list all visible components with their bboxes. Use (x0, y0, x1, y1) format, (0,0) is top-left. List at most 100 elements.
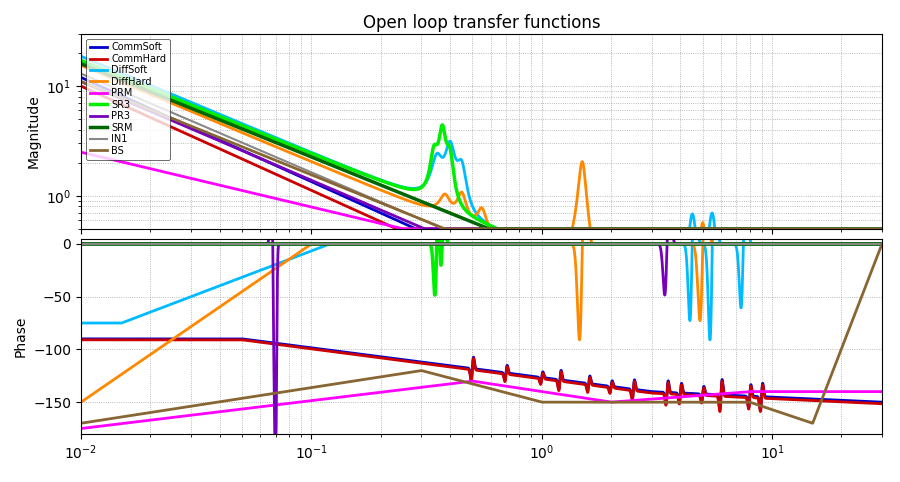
PR3 (597, 226, 608, 232)
CommSoft (76, 75, 86, 80)
CommHard (556, 226, 567, 232)
IN1 (76, 71, 86, 77)
Line: SR3: SR3 (81, 60, 882, 229)
CommHard (673, 226, 684, 232)
CommSoft (673, 226, 684, 232)
IN1 (877, 226, 887, 232)
BS (597, 226, 608, 232)
PR3 (673, 226, 684, 232)
Line: DiffHard: DiffHard (81, 65, 882, 229)
PR3 (382, 210, 392, 215)
PRM (398, 226, 409, 232)
PRM (673, 226, 684, 232)
IN1 (556, 226, 567, 232)
SRM (877, 226, 887, 232)
PR3 (877, 226, 887, 232)
DiffSoft (76, 54, 86, 59)
SRM (734, 226, 745, 232)
DiffHard (556, 226, 567, 232)
Legend: CommSoft, CommHard, DiffSoft, DiffHard, PRM, SR3, PR3, SRM, IN1, BS: CommSoft, CommHard, DiffSoft, DiffHard, … (86, 39, 170, 160)
PR3 (221, 141, 232, 147)
SR3 (221, 116, 232, 122)
CommHard (221, 149, 232, 155)
Title: Open loop transfer functions: Open loop transfer functions (363, 14, 600, 32)
DiffHard (734, 226, 745, 232)
SRM (673, 226, 684, 232)
CommSoft (734, 226, 745, 232)
Line: SRM: SRM (81, 64, 882, 229)
CommSoft (410, 226, 421, 232)
Line: DiffSoft: DiffSoft (81, 56, 882, 229)
SRM (382, 185, 392, 190)
DiffSoft (221, 114, 232, 120)
DiffSoft (556, 226, 567, 232)
SR3 (734, 226, 745, 232)
SRM (597, 226, 608, 232)
PR3 (734, 226, 745, 232)
DiffSoft (597, 226, 608, 232)
CommSoft (556, 226, 567, 232)
SRM (483, 226, 494, 232)
Y-axis label: Phase: Phase (14, 316, 28, 357)
SRM (76, 61, 86, 67)
BS (76, 79, 86, 84)
SR3 (76, 57, 86, 63)
DiffHard (877, 226, 887, 232)
PRM (734, 226, 745, 232)
SR3 (877, 226, 887, 232)
DiffSoft (673, 226, 684, 232)
BS (221, 137, 232, 143)
CommSoft (221, 140, 232, 146)
PRM (597, 226, 608, 232)
CommHard (597, 226, 608, 232)
DiffHard (485, 226, 496, 232)
CommSoft (877, 226, 887, 232)
PRM (556, 226, 567, 232)
BS (877, 226, 887, 232)
BS (439, 226, 450, 232)
BS (673, 226, 684, 232)
Line: IN1: IN1 (81, 74, 882, 229)
Line: BS: BS (81, 81, 882, 229)
Line: PRM: PRM (81, 152, 882, 229)
PR3 (419, 226, 430, 232)
IN1 (221, 133, 232, 139)
BS (556, 226, 567, 232)
SR3 (556, 226, 567, 232)
CommHard (76, 83, 86, 89)
SR3 (382, 180, 392, 186)
IN1 (382, 202, 392, 208)
DiffHard (76, 62, 86, 68)
DiffHard (673, 226, 684, 232)
PR3 (76, 79, 86, 84)
Line: CommHard: CommHard (81, 86, 882, 229)
Y-axis label: Magnitude: Magnitude (26, 94, 40, 168)
SR3 (597, 226, 608, 232)
Line: CommSoft: CommSoft (81, 78, 882, 229)
SRM (221, 120, 232, 125)
CommHard (877, 226, 887, 232)
PRM (382, 222, 392, 228)
PR3 (556, 226, 567, 232)
DiffSoft (382, 179, 392, 185)
CommSoft (597, 226, 608, 232)
BS (382, 202, 392, 208)
DiffHard (597, 226, 608, 232)
PRM (221, 184, 232, 190)
DiffSoft (877, 226, 887, 232)
CommHard (382, 222, 392, 228)
Line: PR3: PR3 (81, 81, 882, 229)
IN1 (438, 226, 449, 232)
CommHard (734, 226, 745, 232)
PRM (76, 149, 86, 155)
DiffSoft (734, 226, 745, 232)
SR3 (492, 226, 503, 232)
BS (734, 226, 745, 232)
IN1 (673, 226, 684, 232)
DiffHard (221, 123, 232, 129)
DiffSoft (491, 226, 502, 232)
CommHard (392, 226, 402, 232)
DiffHard (382, 190, 392, 196)
SRM (556, 226, 567, 232)
PRM (877, 226, 887, 232)
